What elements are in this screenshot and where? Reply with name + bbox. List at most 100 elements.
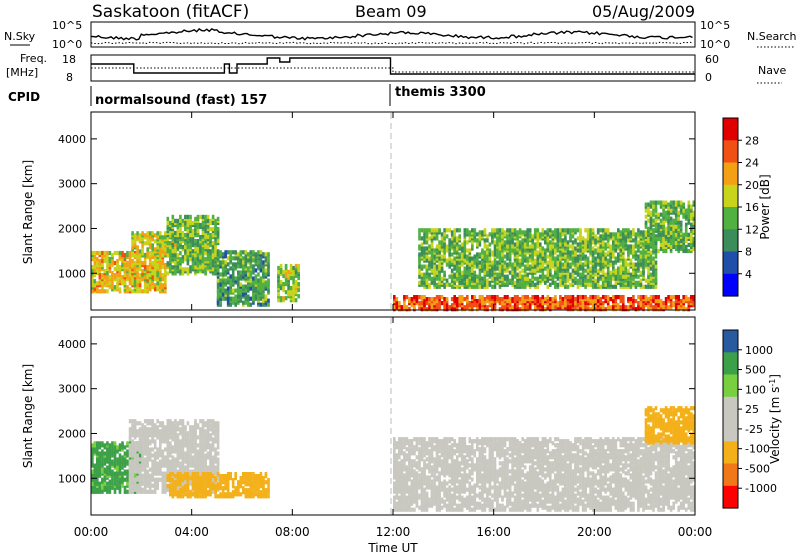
- heatmap-cell: [415, 295, 419, 300]
- heatmap-cell: [594, 248, 597, 253]
- heatmap-cell: [143, 253, 147, 258]
- nave-trace: [91, 67, 695, 73]
- heatmap-cell: [634, 250, 638, 255]
- heatmap-cell: [239, 250, 243, 255]
- heatmap-cell: [106, 485, 109, 490]
- heatmap-cell: [121, 465, 124, 470]
- heatmap-cell: [292, 296, 295, 301]
- heatmap-cell: [113, 489, 117, 494]
- heatmap-cell: [141, 439, 144, 444]
- heatmap-cell: [159, 243, 162, 248]
- heatmap-cell: [551, 256, 555, 261]
- heatmap-cell: [622, 240, 625, 245]
- heatmap-cell: [111, 485, 114, 490]
- heatmap-cell: [184, 214, 187, 219]
- heatmap-cell: [556, 301, 560, 306]
- heatmap-cell: [176, 265, 180, 270]
- heatmap-cell: [622, 299, 625, 304]
- heatmap-cell: [458, 252, 461, 257]
- heatmap-cell: [493, 264, 497, 269]
- heatmap-cell: [166, 216, 170, 221]
- heatmap-cell: [133, 279, 137, 284]
- heatmap-cell: [564, 254, 567, 259]
- heatmap-cell: [126, 469, 129, 474]
- heatmap-cell: [98, 451, 102, 456]
- heatmap-cell: [189, 257, 192, 262]
- heatmap-cell: [164, 251, 167, 256]
- heatmap-cell: [486, 295, 489, 300]
- heatmap-cell: [466, 240, 469, 245]
- heatmap-cell: [445, 248, 449, 253]
- heatmap-cell: [126, 459, 129, 464]
- heatmap-cell: [128, 481, 132, 486]
- heatmap-cell: [486, 234, 489, 239]
- heatmap-cell: [564, 274, 567, 279]
- heatmap-cell: [637, 228, 640, 233]
- heatmap-cell: [501, 272, 504, 277]
- heatmap-cell: [604, 272, 607, 277]
- heatmap-cell: [664, 230, 668, 235]
- heatmap-cell: [174, 218, 177, 223]
- heatmap-cell: [403, 295, 406, 300]
- heatmap-cell: [425, 297, 429, 302]
- heatmap-cell: [496, 266, 499, 271]
- heatmap-cell: [159, 433, 162, 438]
- heatmap-cell: [667, 242, 670, 247]
- heatmap-cell: [460, 252, 464, 257]
- heatmap-cell: [506, 256, 509, 261]
- heatmap-cell: [539, 274, 542, 279]
- heatmap-cell: [652, 278, 655, 283]
- heatmap-cell: [96, 256, 99, 262]
- heatmap-cell: [159, 256, 162, 262]
- heatmap-cell: [483, 307, 487, 312]
- heatmap-cell: [181, 449, 185, 454]
- heatmap-cell: [153, 247, 157, 252]
- heatmap-cell: [267, 262, 270, 267]
- heatmap-cell: [181, 255, 185, 260]
- heatmap-cell: [131, 281, 134, 286]
- heatmap-cell: [549, 250, 552, 255]
- heatmap-cell: [601, 234, 605, 239]
- heatmap-cell: [433, 268, 436, 273]
- heatmap-cell: [264, 280, 268, 285]
- heatmap-cell: [627, 228, 630, 233]
- heatmap-cell: [420, 246, 424, 251]
- heatmap-cell: [131, 419, 134, 424]
- heatmap-cell: [624, 228, 628, 233]
- heatmap-cell: [549, 268, 552, 273]
- heatmap-cell: [483, 250, 487, 255]
- heatmap-cell: [516, 254, 519, 259]
- heatmap-cell: [267, 252, 270, 257]
- heatmap-cell: [561, 262, 565, 267]
- heatmap-cell: [141, 251, 144, 256]
- heatmap-cell: [679, 200, 683, 205]
- heatmap-cell: [639, 262, 643, 267]
- heatmap-cell: [614, 256, 618, 261]
- heatmap-cell: [496, 260, 499, 265]
- heatmap-cell: [513, 280, 517, 285]
- heatmap-cell: [106, 465, 109, 470]
- heatmap-cell: [586, 228, 590, 233]
- heatmap-cell: [606, 258, 610, 263]
- heatmap-cell: [204, 247, 207, 252]
- heatmap-cell: [171, 214, 175, 219]
- heatmap-cell: [141, 260, 144, 266]
- heatmap-cell: [264, 252, 268, 257]
- heatmap-cell: [138, 489, 142, 494]
- heatmap-cell: [229, 302, 232, 307]
- heatmap-cell: [644, 230, 648, 235]
- heatmap-cell: [601, 295, 605, 300]
- heatmap-cell: [151, 471, 154, 476]
- heatmap-cell: [574, 301, 577, 306]
- heatmap-cell: [677, 246, 680, 251]
- heatmap-cell: [161, 265, 165, 270]
- heatmap-cell: [679, 220, 683, 225]
- heatmap-cell: [146, 489, 149, 494]
- heatmap-cell: [501, 301, 504, 306]
- heatmap-cell: [657, 248, 660, 254]
- heatmap-cell: [156, 483, 159, 488]
- heatmap-cell: [471, 307, 474, 312]
- heatmap-cell: [594, 272, 597, 277]
- heatmap-cell: [654, 270, 658, 275]
- heatmap-cell: [113, 441, 117, 446]
